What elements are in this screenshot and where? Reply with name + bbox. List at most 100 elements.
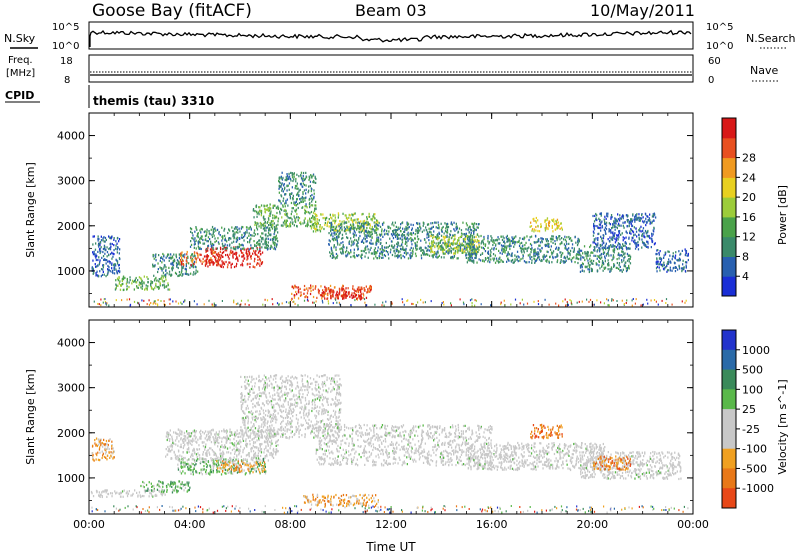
- data-cell: [685, 251, 687, 254]
- data-cell: [347, 229, 349, 232]
- data-cell: [608, 304, 610, 307]
- nsearch-tick-bottom: 10^0: [706, 41, 733, 52]
- data-cell: [631, 299, 633, 302]
- data-cell: [447, 240, 450, 243]
- data-cell: [118, 271, 121, 274]
- data-cell: [684, 248, 686, 251]
- data-cell: [337, 297, 339, 300]
- data-cell: [552, 219, 554, 222]
- data-cell: [472, 225, 474, 229]
- data-cell: [190, 272, 192, 275]
- data-cell: [371, 228, 373, 231]
- data-cell: [367, 248, 369, 251]
- data-cell: [336, 229, 338, 232]
- data-cell: [649, 236, 651, 240]
- data-cell: [276, 237, 278, 240]
- data-cell: [621, 215, 623, 218]
- data-cell: [298, 202, 301, 205]
- data-cell: [180, 260, 183, 264]
- data-cell: [126, 279, 128, 282]
- data-cell: [375, 243, 377, 246]
- data-cell: [306, 292, 309, 295]
- data-cell: [165, 278, 167, 281]
- data-cell: [463, 238, 465, 241]
- data-cell: [612, 257, 614, 260]
- data-cell: [615, 239, 618, 242]
- data-cell: [108, 247, 110, 251]
- data-cell: [591, 269, 593, 273]
- data-cell: [111, 251, 113, 254]
- data-cell: [549, 255, 551, 258]
- data-cell: [623, 303, 625, 305]
- data-cell: [610, 214, 613, 217]
- data-cell: [151, 485, 153, 488]
- data-cell: [371, 233, 373, 236]
- data-cell: [577, 250, 579, 253]
- data-cell: [152, 485, 154, 488]
- data-cell: [235, 237, 237, 240]
- data-cell: [649, 218, 651, 222]
- data-cell: [410, 251, 412, 255]
- data-cell: [607, 268, 609, 271]
- data-cell: [619, 265, 621, 268]
- data-cell: [155, 284, 157, 287]
- data-cell: [363, 219, 366, 222]
- data-cell: [630, 228, 632, 231]
- data-cell: [441, 230, 443, 233]
- data-cell: [234, 231, 236, 234]
- data-cell: [352, 295, 355, 298]
- data-cell: [316, 222, 318, 226]
- data-cell: [474, 247, 476, 251]
- data-cell: [356, 254, 358, 257]
- data-cell: [496, 259, 498, 262]
- data-cell: [461, 251, 463, 254]
- data-cell: [364, 234, 366, 237]
- data-cell: [552, 238, 554, 241]
- data-cell: [381, 246, 383, 249]
- data-cell: [578, 258, 580, 261]
- data-cell: [611, 267, 613, 270]
- data-cell: [378, 221, 380, 224]
- data-cell: [633, 234, 635, 237]
- data-cell: [593, 220, 596, 223]
- data-cell: [444, 236, 447, 239]
- data-cell: [597, 237, 599, 240]
- data-cell: [505, 248, 507, 251]
- data-cell: [95, 489, 98, 492]
- data-cell: [280, 207, 282, 210]
- data-cell: [617, 224, 619, 227]
- data-cell: [108, 254, 110, 257]
- data-cell: [96, 270, 98, 273]
- data-cell: [366, 304, 368, 307]
- data-cell: [236, 251, 238, 255]
- data-cell: [552, 230, 554, 233]
- data-cell: [263, 222, 265, 225]
- data-cell: [357, 240, 359, 243]
- data-cell: [300, 197, 302, 200]
- data-cell: [168, 298, 170, 301]
- data-cell: [372, 215, 374, 218]
- data-cell: [635, 230, 638, 233]
- data-cell: [111, 270, 113, 273]
- data-cell: [182, 265, 185, 268]
- data-cell: [579, 270, 582, 273]
- data-cell: [353, 251, 355, 254]
- data-cell: [202, 257, 204, 260]
- data-cell: [147, 285, 149, 288]
- data-cell: [448, 236, 450, 239]
- data-cell: [539, 244, 541, 247]
- data-cell: [559, 243, 561, 246]
- data-cell: [356, 218, 358, 221]
- data-cell: [601, 247, 603, 250]
- data-cell: [478, 258, 480, 261]
- data-cell: [604, 257, 606, 260]
- data-cell: [214, 237, 216, 240]
- data-cell: [620, 269, 622, 272]
- data-cell: [103, 258, 105, 261]
- data-cell: [346, 254, 348, 257]
- data-cell: [538, 230, 541, 233]
- data-cell: [286, 213, 288, 216]
- data-cell: [131, 282, 133, 285]
- data-cell: [537, 254, 539, 257]
- data-cell: [202, 460, 204, 463]
